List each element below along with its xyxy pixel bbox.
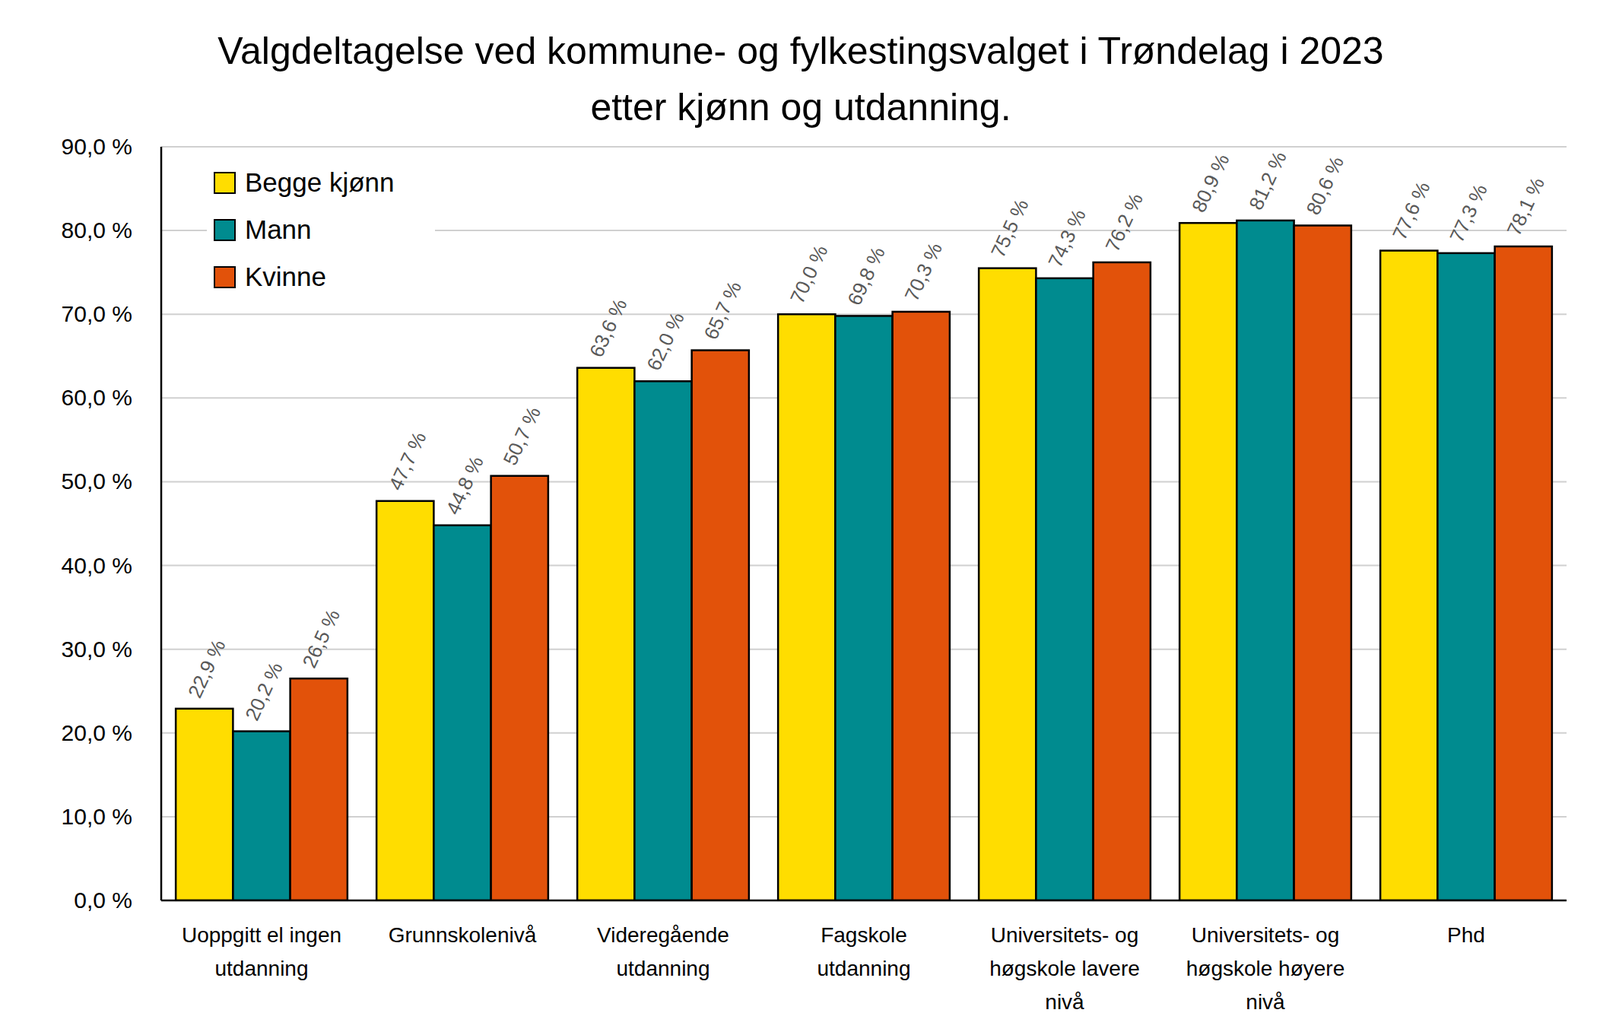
data-label: 81,2 % [1244, 147, 1291, 213]
bar [577, 368, 635, 901]
data-label: 62,0 % [641, 308, 689, 375]
legend-swatch [214, 266, 235, 288]
bar [1236, 220, 1294, 901]
bar [376, 501, 434, 901]
grid [161, 146, 1567, 901]
legend-background [206, 155, 435, 313]
bar [1093, 262, 1151, 901]
chart: 0,0 % 10,0 % 20,0 % 30,0 % 40,0 % 50,0 % 60,0 … [0, 0, 1600, 1032]
x-tick-label: Videregående utdanning [577, 918, 750, 986]
x-tick-label: Universitets- og høgskole høyere nivå [1179, 918, 1352, 1020]
y-tick-label: 0,0 % [73, 887, 133, 913]
data-label: 70,3 % [899, 238, 947, 305]
data-label: 77,6 % [1387, 177, 1435, 244]
legend-label: Mann [244, 214, 312, 245]
bar [1035, 278, 1093, 901]
y-tick-label: 30,0 % [61, 636, 133, 662]
y-tick-label: 20,0 % [61, 720, 133, 746]
bar [692, 350, 750, 901]
legend-swatch [214, 219, 235, 241]
y-tick-label: 80,0 % [61, 217, 133, 243]
bar [892, 311, 950, 901]
bar [491, 476, 549, 901]
data-label: 44,8 % [441, 452, 488, 518]
legend-label: Kvinne [244, 261, 327, 292]
x-tick-label: Uoppgitt el ingen utdanning [175, 918, 348, 986]
bar [290, 678, 348, 901]
data-label: 76,2 % [1100, 189, 1147, 255]
grid-line [161, 146, 1567, 148]
bar [634, 380, 692, 901]
bar [1380, 250, 1438, 901]
bar [1294, 225, 1352, 901]
data-label: 70,0 % [785, 241, 832, 308]
y-tick-label: 40,0 % [61, 552, 133, 578]
x-tick-label: Grunnskolenivå [376, 918, 549, 953]
x-tick-label: Fagskole utdanning [777, 918, 950, 986]
data-label: 65,7 % [698, 277, 746, 343]
legend-swatch [214, 172, 235, 194]
x-tick-label: Universitets- og høgskole lavere nivå [978, 918, 1151, 1020]
y-tick-label: 70,0 % [61, 301, 133, 327]
y-tick-label: 10,0 % [61, 803, 133, 829]
data-label: 20,2 % [240, 658, 287, 724]
bar [978, 268, 1036, 901]
legend: Begge kjønn Mann Kvinne [206, 155, 435, 313]
bar [1495, 246, 1553, 901]
legend-label: Begge kjønn [244, 167, 395, 197]
y-axis [160, 146, 163, 901]
bar [834, 315, 893, 901]
data-label: 74,3 % [1043, 205, 1090, 271]
data-label: 80,9 % [1187, 150, 1234, 216]
data-label: 69,8 % [842, 243, 889, 309]
x-axis [161, 899, 1567, 902]
bar [1437, 253, 1495, 901]
data-label: 80,6 % [1301, 152, 1348, 219]
bar [777, 314, 835, 901]
title: Valgdeltagelse ved kommune- og fylkestin… [196, 22, 1406, 136]
grid-line [161, 313, 1567, 315]
bars [175, 220, 1553, 901]
data-label: 26,5 % [297, 606, 344, 672]
data-label: 78,1 % [1501, 174, 1549, 240]
data-label: 22,9 % [183, 635, 230, 702]
x-tick-label: Phd [1380, 918, 1553, 953]
bar [232, 731, 290, 901]
grid-line [161, 899, 1567, 902]
data-labels: 22,9 % 47,7 % 63,6 % 70,0 % 75,5 % 80,9 % 77,6… [183, 147, 1550, 724]
y-tick-label: 90,0 % [61, 133, 133, 159]
data-label: 50,7 % [498, 403, 545, 469]
data-label: 47,7 % [384, 428, 431, 494]
y-tick-label: 60,0 % [61, 384, 133, 410]
bar [433, 525, 491, 901]
data-label: 63,6 % [584, 295, 632, 361]
data-label: 77,3 % [1444, 180, 1492, 246]
bar [1179, 222, 1237, 901]
bar [175, 708, 233, 901]
y-tick-label: 50,0 % [61, 468, 133, 494]
data-label: 75,5 % [986, 195, 1033, 261]
